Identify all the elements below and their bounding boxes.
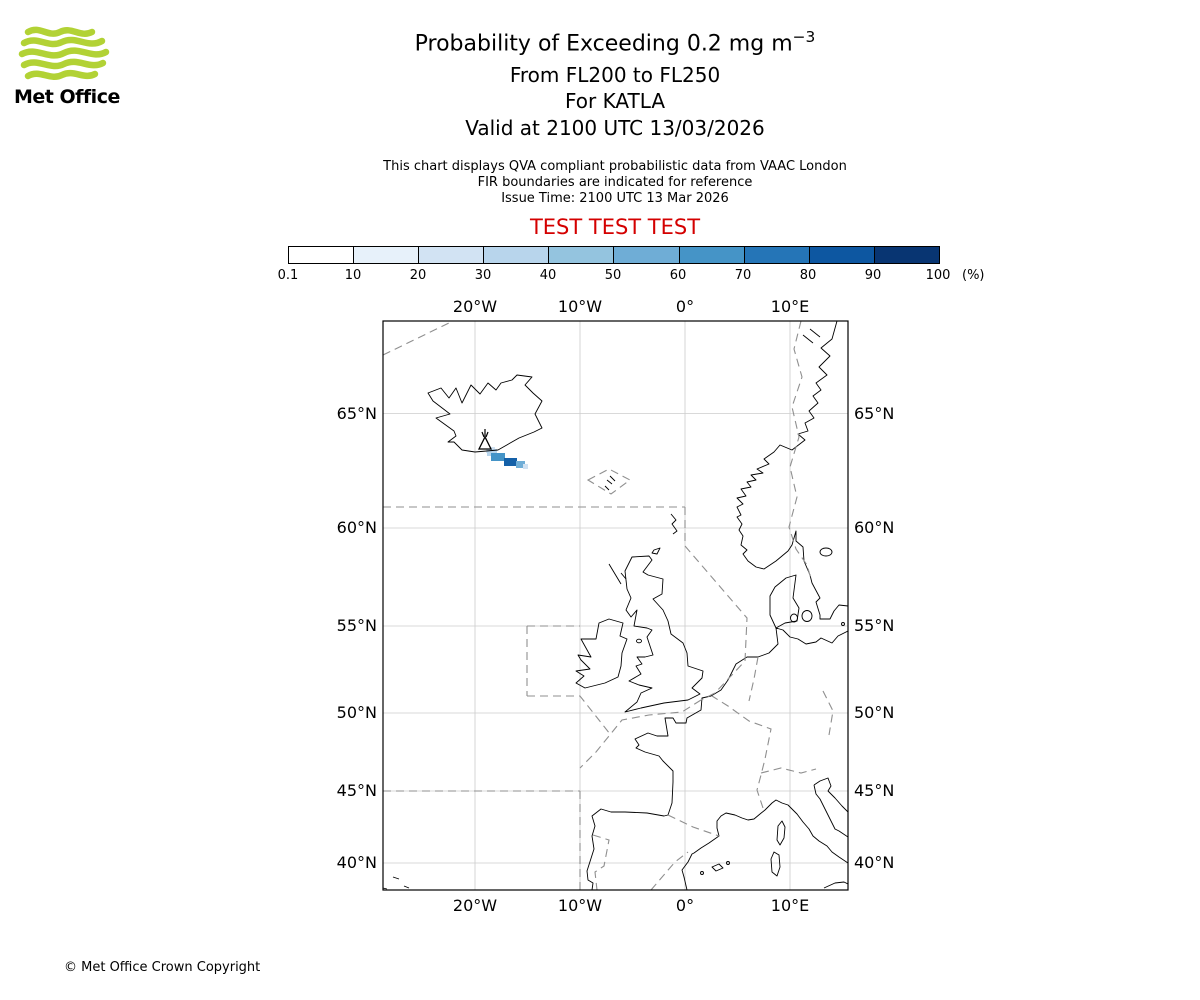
legend-segment (873, 247, 939, 263)
lat-label-left: 50°N (337, 703, 377, 722)
legend-segment (808, 247, 874, 263)
info-qva: This chart displays QVA compliant probab… (383, 159, 847, 174)
info-fir: FIR boundaries are indicated for referen… (477, 175, 753, 190)
legend-segment (353, 247, 419, 263)
lat-label-left: 55°N (337, 616, 377, 635)
logo-brand-text: Met Office (14, 86, 120, 108)
legend-tick-label: 90 (864, 268, 882, 283)
subtitle-flight-levels: From FL200 to FL250 (509, 63, 721, 87)
lon-label-bottom: 10°W (558, 896, 602, 915)
lon-label-bottom: 0° (676, 896, 694, 915)
lat-label-left: 45°N (337, 781, 377, 800)
legend-tick-label: 30 (474, 268, 492, 283)
lat-label-right: 50°N (854, 703, 894, 722)
lon-label-top: 20°W (453, 297, 497, 316)
legend-segment (289, 247, 354, 263)
coastlines (383, 321, 848, 890)
logo-waves-icon (18, 26, 110, 80)
subtitle-valid-time: Valid at 2100 UTC 13/03/2026 (465, 116, 765, 140)
ash-plume (486, 447, 528, 469)
legend-segment (743, 247, 809, 263)
map-panel: 20°W 10°W 0° 10°E 20°W 10°W 0° 10°E 65°N… (330, 290, 900, 922)
copyright-notice: © Met Office Crown Copyright (64, 960, 261, 975)
lat-label-left: 60°N (337, 518, 377, 537)
lon-label-bottom: 10°E (771, 896, 809, 915)
legend-segment (613, 247, 679, 263)
legend-tick-label: 60 (669, 268, 687, 283)
test-banner: TEST TEST TEST (529, 215, 701, 239)
lat-label-right: 60°N (854, 518, 894, 537)
lat-label-left: 40°N (337, 853, 377, 872)
fir-boundaries (383, 321, 834, 890)
legend-labels: 0.1 10 20 30 40 50 60 70 80 90 100 (278, 268, 988, 284)
legend-tick-label: 70 (734, 268, 752, 283)
lat-label-right: 40°N (854, 853, 894, 872)
legend-segment (418, 247, 484, 263)
axis-labels: 20°W 10°W 0° 10°E 20°W 10°W 0° 10°E 65°N… (337, 297, 895, 915)
subtitle-volcano: For KATLA (565, 89, 665, 113)
legend-tick-label: 50 (604, 268, 622, 283)
info-issue-time: Issue Time: 2100 UTC 13 Mar 2026 (501, 191, 729, 206)
lat-label-left: 65°N (337, 404, 377, 423)
legend-segment (678, 247, 744, 263)
legend-tick-label: 20 (409, 268, 427, 283)
legend-tick-label: 80 (799, 268, 817, 283)
lat-label-right: 55°N (854, 616, 894, 635)
lat-label-right: 65°N (854, 404, 894, 423)
legend-segment (483, 247, 549, 263)
legend-bar (288, 246, 940, 264)
legend-unit: (%) (962, 268, 985, 283)
lon-label-top: 10°E (771, 297, 809, 316)
legend-tick-label: 40 (539, 268, 557, 283)
graticule (383, 321, 848, 890)
lon-label-top: 10°W (558, 297, 602, 316)
legend-segment (548, 247, 614, 263)
legend-tick-label: 100 (925, 268, 951, 283)
map-svg: 20°W 10°W 0° 10°E 20°W 10°W 0° 10°E 65°N… (337, 297, 895, 915)
legend-tick-label: 0.1 (277, 268, 299, 283)
volcano-icon (477, 429, 493, 450)
met-office-logo (14, 24, 124, 88)
map-background (383, 321, 848, 890)
page-title: Probability of Exceeding 0.2 mg m−3 (414, 28, 816, 57)
legend-tick-label: 10 (344, 268, 362, 283)
lat-label-right: 45°N (854, 781, 894, 800)
lon-label-top: 0° (676, 297, 694, 316)
map-frame (382, 320, 849, 891)
lon-label-bottom: 20°W (453, 896, 497, 915)
